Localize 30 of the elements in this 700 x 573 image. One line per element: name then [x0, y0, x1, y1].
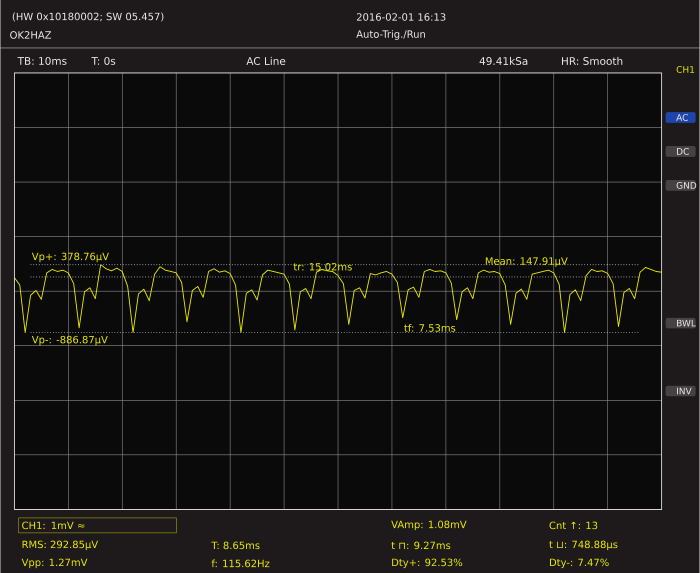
annotation: tf: 7.53ms: [404, 324, 456, 332]
text: AC: [676, 114, 688, 121]
text: Dty+: 92.53%: [392, 558, 462, 568]
text: T: 8.65ms: [211, 541, 260, 549]
text: t ⊔: 748.88µs: [549, 540, 618, 550]
text: TB: 10ms: [18, 56, 67, 65]
chart-title: (HW 0x10180002; SW 05.457): [12, 12, 164, 22]
text: Vpp: 1.27mV: [22, 558, 88, 568]
text: RMS: 292.85µV: [22, 540, 98, 550]
text: AC Line: [246, 56, 286, 65]
text: Vp+: 378.76µV: [32, 252, 109, 262]
text: t ⊓: 9.27ms: [391, 541, 450, 549]
text: CH1: 1mV ≈: [22, 521, 84, 530]
text: CH1: [676, 66, 694, 73]
text: BWL: [677, 320, 696, 326]
text: 49.41kSa: [480, 56, 528, 65]
text: VAmp: 1.08mV: [391, 520, 467, 530]
text: T: 0s: [91, 56, 116, 65]
annotation: tr: 15.02ms: [294, 262, 352, 270]
text: f: 115.62Hz: [212, 559, 270, 568]
text: DC: [677, 148, 689, 155]
text: HR: Smooth: [562, 56, 622, 65]
text: OK2HAZ: [10, 30, 52, 39]
text: Dty-: 7.47%: [550, 558, 609, 568]
text: GND: [676, 182, 696, 189]
text: INV: [677, 388, 692, 394]
text: 2016-02-01 16:13: [356, 13, 446, 21]
text: Vp-: -886.87µV: [32, 336, 108, 346]
text: Auto-Trig./Run: [356, 30, 425, 40]
text: Cnt ↑: 13: [550, 521, 598, 530]
